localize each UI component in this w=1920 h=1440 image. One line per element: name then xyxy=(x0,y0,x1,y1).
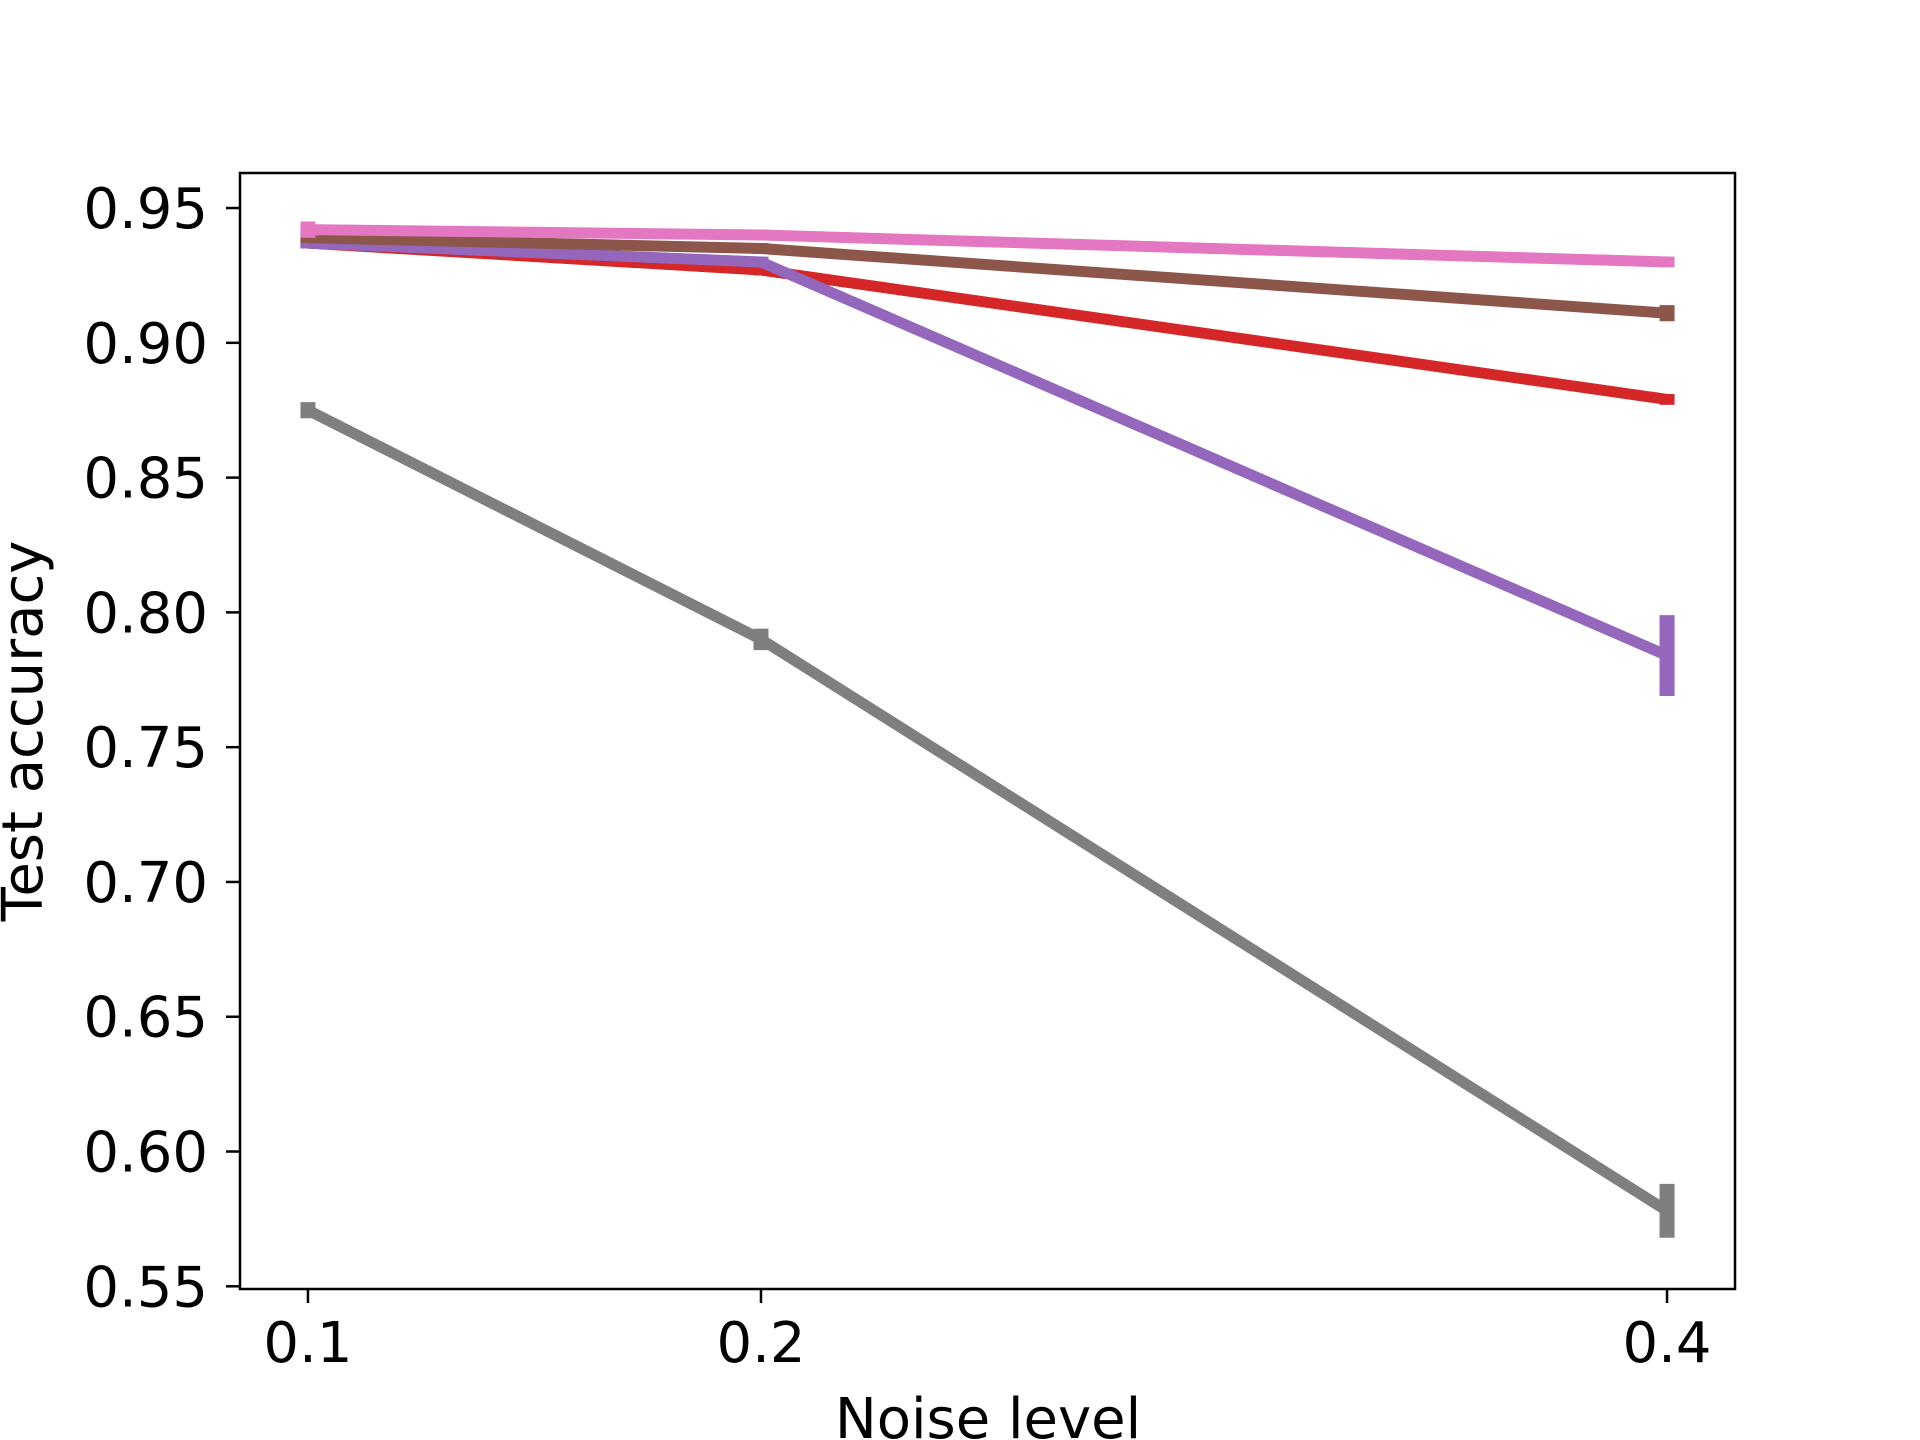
series-layer xyxy=(300,221,1675,1238)
y-tick-label: 0.95 xyxy=(83,177,208,242)
plot-area-frame xyxy=(238,171,1737,1291)
y-axis: 0.55 0.60 0.65 0.70 0.75 0.80 0.85 0.90 0.95 xyxy=(83,177,240,1320)
x-axis: 0.1 0.2 0.4 xyxy=(263,1289,1712,1376)
y-tick-label: 0.75 xyxy=(83,716,208,781)
y-tick-label: 0.80 xyxy=(83,581,208,646)
y-tick-label: 0.90 xyxy=(83,312,208,377)
x-axis-title: Noise level xyxy=(835,1387,1141,1440)
y-tick-label: 0.60 xyxy=(83,1121,208,1186)
y-tick-label: 0.55 xyxy=(83,1255,208,1320)
x-tick-label: 0.2 xyxy=(716,1311,805,1376)
series-5 xyxy=(300,221,1675,268)
y-tick-label: 0.70 xyxy=(83,851,208,916)
x-tick-label: 0.4 xyxy=(1623,1311,1712,1376)
series-1 xyxy=(300,402,1675,1238)
y-axis-title: Test accuracy xyxy=(0,541,56,923)
y-tick-label: 0.85 xyxy=(83,447,208,512)
y-tick-label: 0.65 xyxy=(83,986,208,1051)
x-tick-label: 0.1 xyxy=(263,1311,352,1376)
